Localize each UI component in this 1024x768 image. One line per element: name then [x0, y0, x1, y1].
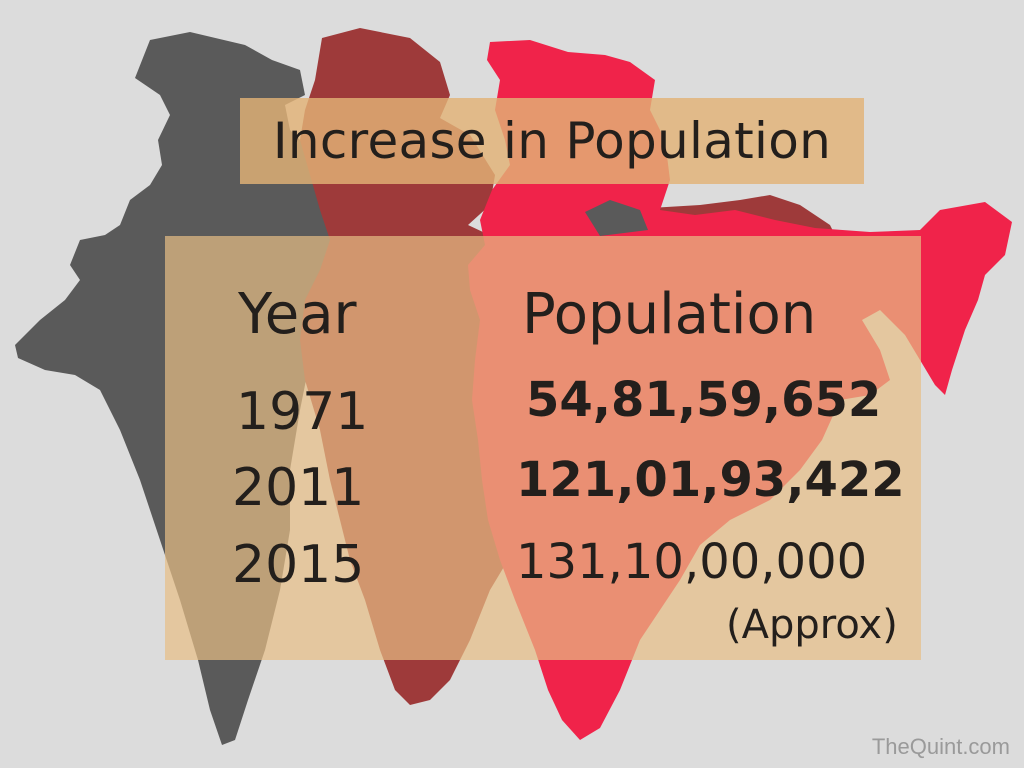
header-population: Population — [522, 282, 817, 347]
row-population-1971: 54,81,59,652 — [526, 372, 882, 428]
row-year-2011: 2011 — [232, 458, 365, 518]
header-year: Year — [238, 282, 357, 347]
population-table-panel — [165, 236, 921, 660]
row-population-2011: 121,01,93,422 — [516, 452, 905, 508]
watermark: TheQuint.com — [871, 734, 1010, 759]
title-banner: Increase in Population — [240, 98, 864, 184]
title: Increase in Population — [272, 112, 832, 170]
india-map-1971-east — [585, 200, 648, 236]
approx-note: (Approx) — [726, 602, 898, 648]
row-population-2015: 131,10,00,000 — [516, 534, 868, 590]
row-year-1971: 1971 — [236, 382, 369, 442]
row-year-2015: 2015 — [232, 535, 365, 595]
